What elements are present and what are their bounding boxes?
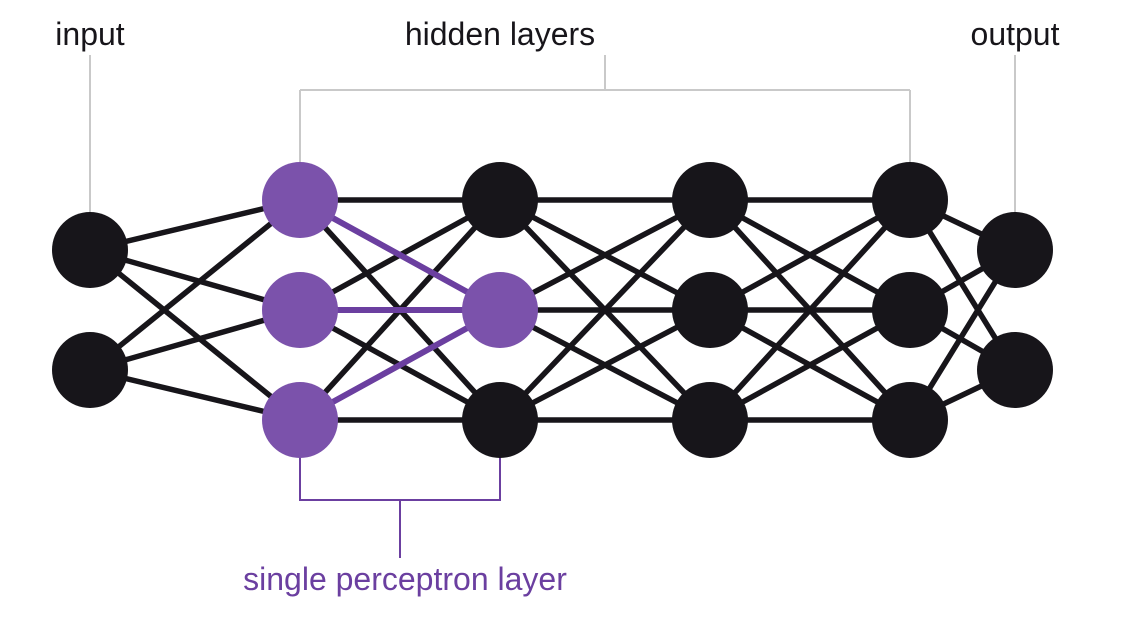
- node: [672, 162, 748, 238]
- label-hidden: hidden layers: [405, 16, 595, 52]
- node: [872, 272, 948, 348]
- node: [52, 332, 128, 408]
- node: [462, 382, 538, 458]
- neural-network-diagram: input hidden layers output single percep…: [0, 0, 1125, 621]
- bracket-hidden-layers: [300, 55, 910, 200]
- node: [52, 212, 128, 288]
- label-perceptron: single perceptron layer: [243, 561, 567, 597]
- node: [462, 162, 538, 238]
- node: [672, 382, 748, 458]
- node: [872, 162, 948, 238]
- node-highlight: [462, 272, 538, 348]
- node: [872, 382, 948, 458]
- node-highlight: [262, 162, 338, 238]
- node-highlight: [262, 382, 338, 458]
- node: [977, 332, 1053, 408]
- label-input: input: [55, 16, 125, 52]
- node: [672, 272, 748, 348]
- label-output: output: [971, 16, 1060, 52]
- node-highlight: [262, 272, 338, 348]
- node: [977, 212, 1053, 288]
